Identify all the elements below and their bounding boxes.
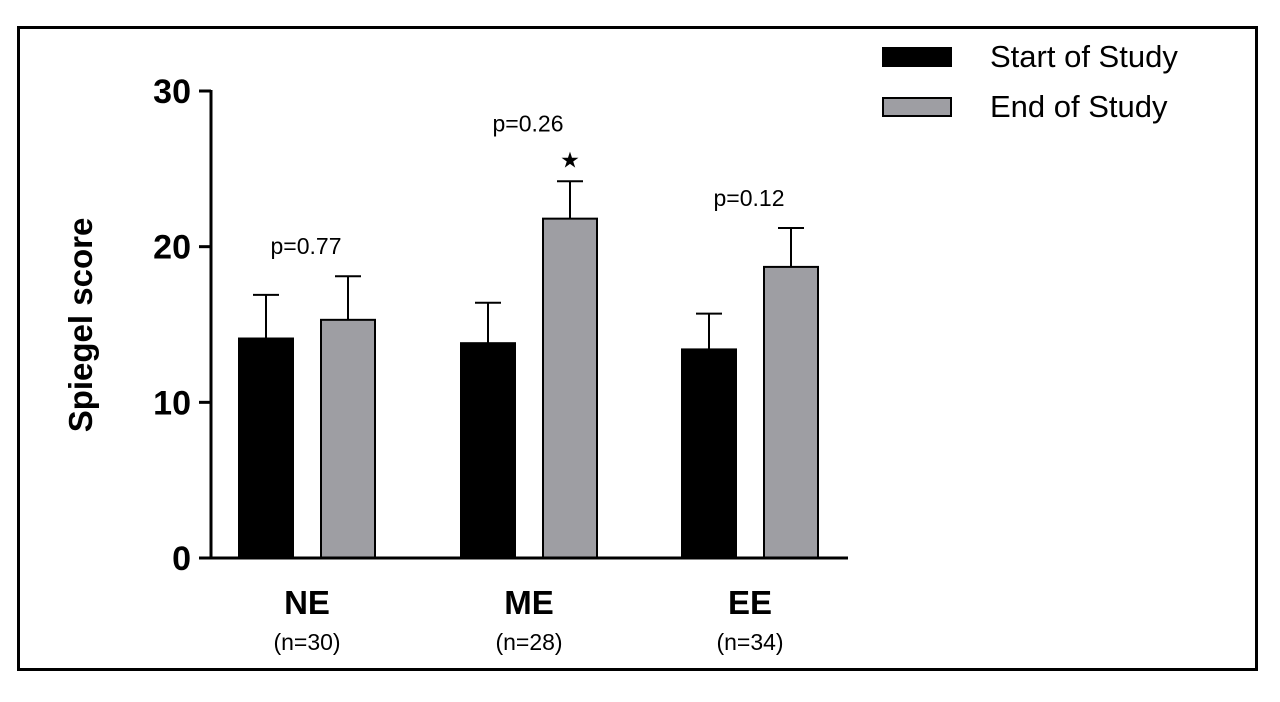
p-value-label: p=0.77 bbox=[271, 233, 342, 259]
x-category-sublabel: (n=28) bbox=[495, 629, 562, 655]
p-value-label: p=0.26 bbox=[493, 110, 564, 136]
bar bbox=[542, 217, 598, 559]
bar bbox=[238, 337, 294, 560]
chart-frame bbox=[17, 26, 1258, 671]
y-tick-label: 10 bbox=[153, 384, 191, 422]
legend-swatch bbox=[882, 47, 952, 67]
p-value-label: p=0.12 bbox=[714, 185, 785, 211]
x-category-label: ME bbox=[504, 584, 554, 621]
x-category-sublabel: (n=34) bbox=[716, 629, 783, 655]
y-tick-label: 20 bbox=[153, 229, 191, 267]
y-axis-title: Spiegel score bbox=[62, 218, 99, 433]
y-tick-label: 30 bbox=[153, 73, 191, 111]
legend-label: End of Study bbox=[990, 89, 1168, 124]
bar bbox=[681, 348, 737, 560]
x-category-label: EE bbox=[728, 584, 772, 621]
legend-swatch bbox=[882, 97, 952, 117]
significance-star: ★ bbox=[560, 148, 580, 173]
bar bbox=[763, 265, 819, 559]
bar bbox=[460, 342, 516, 559]
x-category-sublabel: (n=30) bbox=[273, 629, 340, 655]
y-tick-label: 0 bbox=[172, 540, 191, 578]
legend-label: Start of Study bbox=[990, 39, 1178, 74]
x-category-label: NE bbox=[284, 584, 330, 621]
bar bbox=[320, 318, 376, 559]
